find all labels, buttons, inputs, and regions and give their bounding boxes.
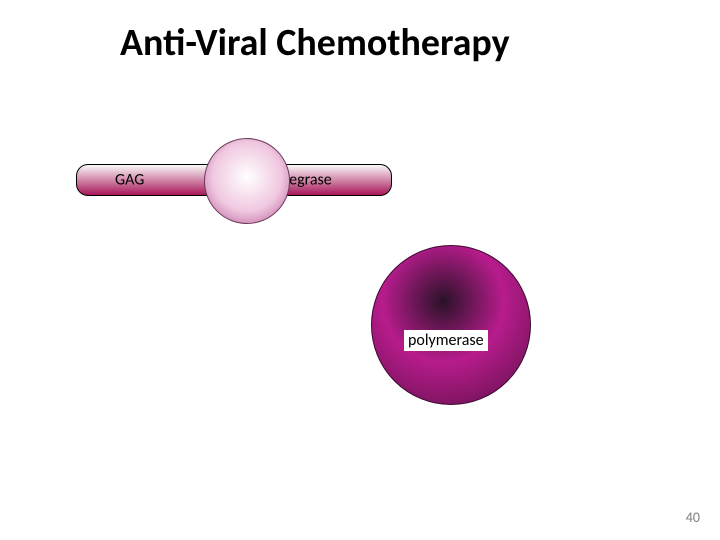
slide-stage: Anti-Viral Chemotherapy GAG integrase po… <box>0 0 720 540</box>
slide-title: Anti-Viral Chemotherapy <box>120 20 510 66</box>
page-number: 40 <box>686 509 700 526</box>
polymerase-label: polymerase <box>404 330 488 351</box>
small-sphere <box>204 138 290 224</box>
polymerase-sphere <box>371 245 531 405</box>
bar-label-gag: GAG <box>115 171 144 190</box>
